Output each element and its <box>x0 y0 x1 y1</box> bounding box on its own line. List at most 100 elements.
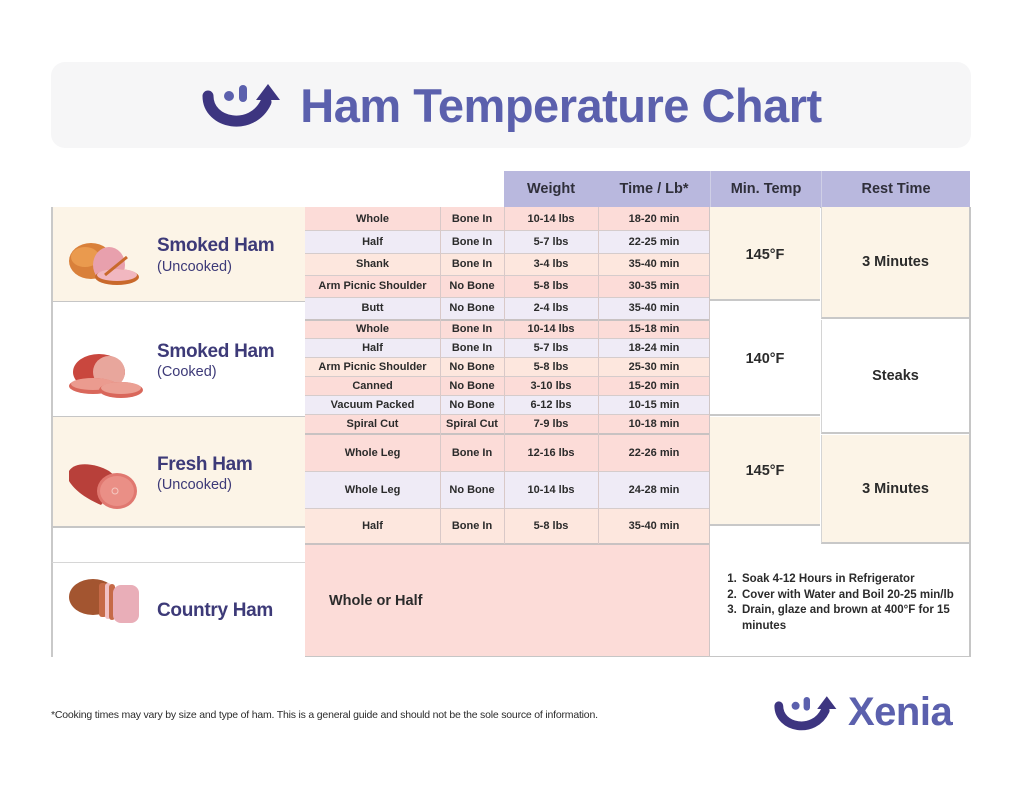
bone-cell: Bone In <box>451 520 493 532</box>
divider <box>305 376 710 377</box>
divider <box>305 543 710 545</box>
step-item: Drain, glaze and brown at 400°F for 15 m… <box>740 603 969 634</box>
cut-cell: Butt <box>361 302 384 314</box>
row-bg <box>305 338 710 357</box>
time-cell: 24-28 min <box>628 483 680 496</box>
bone-cell: Bone In <box>451 235 493 248</box>
category-name: Fresh Ham <box>157 454 253 475</box>
min-temp-cell: 145°F <box>710 417 820 526</box>
row-bg <box>305 230 710 253</box>
row-bg <box>305 395 710 414</box>
divider <box>305 230 710 231</box>
bone-cell: Bone In <box>451 446 493 459</box>
divider <box>305 357 710 358</box>
title-banner: Ham Temperature Chart <box>51 62 971 148</box>
row-bg <box>305 471 710 508</box>
row-bg <box>305 207 710 230</box>
weight-cell: 7-9 lbs <box>533 417 569 430</box>
time-cell: 18-20 min <box>628 212 680 225</box>
cut-cell: Arm Picnic Shoulder <box>318 280 427 292</box>
time-cell: 10-15 min <box>628 398 680 411</box>
row-bg <box>305 357 710 376</box>
time-cell: 22-25 min <box>628 235 680 248</box>
bone-cell: Bone In <box>451 341 493 354</box>
bone-cell: Bone In <box>451 258 493 270</box>
rest-time-cell: Steaks <box>821 320 969 434</box>
cut-cell: Shank <box>355 258 389 270</box>
weight-cell: 5-8 lbs <box>533 360 569 373</box>
divider <box>305 319 710 321</box>
time-cell: 35-40 min <box>628 258 680 270</box>
time-cell: 15-20 min <box>628 379 680 392</box>
category-smoked-ham-cooked: Smoked Ham (Cooked) <box>51 301 305 416</box>
time-cell: 30-35 min <box>628 280 680 292</box>
row-bg <box>305 253 710 275</box>
smoked-ham-cooked-icon <box>69 354 143 398</box>
divider <box>504 207 505 544</box>
category-subtitle: (Uncooked) <box>157 477 232 493</box>
time-cell: 22-26 min <box>628 446 680 459</box>
category-subtitle: (Uncooked) <box>157 259 232 275</box>
cut-cell: Canned <box>352 379 393 392</box>
row-bg <box>305 376 710 395</box>
weight-cell: 5-7 lbs <box>533 235 569 248</box>
cut-cell: Arm Picnic Shoulder <box>318 360 427 373</box>
category-name: Smoked Ham <box>157 341 275 362</box>
spacer-cell <box>710 527 820 545</box>
bone-cell: No Bone <box>449 302 495 314</box>
weight-cell: 12-16 lbs <box>527 446 575 459</box>
country-ham-icon <box>69 579 139 623</box>
time-cell: 35-40 min <box>628 302 680 314</box>
min-temp-cell: 140°F <box>710 302 820 416</box>
category-fresh-ham: Fresh Ham (Uncooked) <box>51 416 305 526</box>
category-country-ham: Country Ham <box>51 562 305 657</box>
cut-cell: Half <box>362 235 383 248</box>
divider <box>305 471 710 472</box>
fresh-ham-icon <box>69 464 137 509</box>
divider <box>305 253 710 254</box>
bone-cell: No Bone <box>449 280 495 292</box>
divider <box>305 395 710 396</box>
row-bg <box>305 434 710 471</box>
footnote: *Cooking times may vary by size and type… <box>51 709 598 721</box>
bone-cell: No Bone <box>449 398 495 411</box>
spacer-cell <box>51 526 305 562</box>
category-name: Smoked Ham <box>157 235 275 256</box>
weight-cell: 5-8 lbs <box>533 520 569 532</box>
country-ham-steps: Soak 4-12 Hours in Refrigerator Cover wi… <box>724 572 969 634</box>
weight-cell: 5-7 lbs <box>533 341 569 354</box>
bone-cell: Spiral Cut <box>446 417 498 430</box>
weight-cell: 6-12 lbs <box>530 398 572 411</box>
weight-cell: 2-4 lbs <box>533 302 569 314</box>
bone-cell: Bone In <box>451 212 493 225</box>
bone-cell: No Bone <box>449 483 495 496</box>
cut-cell: Spiral Cut <box>346 417 399 430</box>
divider <box>305 508 710 509</box>
column-header-rest-time: Rest Time <box>821 171 970 207</box>
weight-cell: 10-14 lbs <box>527 212 575 225</box>
brand-logo: Xenia <box>772 690 953 735</box>
divider <box>440 207 441 544</box>
bone-cell: Bone In <box>451 322 493 335</box>
divider <box>305 297 710 298</box>
category-name: Country Ham <box>157 600 273 621</box>
weight-cell: 10-14 lbs <box>527 483 575 496</box>
row-bg <box>305 508 710 544</box>
category-smoked-ham-uncooked: Smoked Ham (Uncooked) <box>51 207 305 301</box>
time-cell: 25-30 min <box>628 360 680 373</box>
country-ham-steps-cell <box>710 545 969 656</box>
step-item: Cover with Water and Boil 20-25 min/lb <box>740 588 969 604</box>
weight-cell: 3-4 lbs <box>533 258 569 270</box>
time-cell: 18-24 min <box>628 341 680 354</box>
row-bg <box>305 297 710 319</box>
cut-cell: Whole Leg <box>344 483 401 496</box>
weight-cell: 10-14 lbs <box>527 322 575 335</box>
divider <box>305 275 710 276</box>
row-bg <box>305 319 710 338</box>
bone-cell: No Bone <box>449 379 495 392</box>
cut-cell: Whole <box>356 212 389 225</box>
smile-arrow-logo-icon <box>202 84 281 127</box>
cut-cell: Whole Leg <box>344 446 401 459</box>
smile-arrow-logo-icon <box>774 695 837 730</box>
smoked-ham-uncooked-icon <box>69 243 139 285</box>
